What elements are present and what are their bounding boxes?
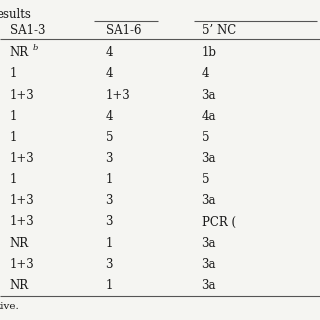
Text: 4a: 4a (202, 110, 216, 123)
Text: 3: 3 (106, 215, 113, 228)
Text: SA1-6: SA1-6 (106, 24, 141, 37)
Text: NR: NR (10, 236, 29, 250)
Text: 1: 1 (10, 68, 17, 80)
Text: 1: 1 (106, 236, 113, 250)
Text: 3a: 3a (202, 279, 216, 292)
Text: NR: NR (10, 279, 29, 292)
Text: 3a: 3a (202, 236, 216, 250)
Text: 1: 1 (106, 279, 113, 292)
Text: 1: 1 (10, 173, 17, 186)
Text: 4: 4 (106, 68, 113, 80)
Text: b: b (33, 44, 38, 52)
Text: 1+3: 1+3 (10, 258, 34, 271)
Text: 3: 3 (106, 194, 113, 207)
Text: 3a: 3a (202, 194, 216, 207)
Text: 4: 4 (202, 68, 209, 80)
Text: 5’ NC: 5’ NC (202, 24, 236, 37)
Text: 3: 3 (106, 258, 113, 271)
Text: 5: 5 (202, 173, 209, 186)
Text: PCR (: PCR ( (202, 215, 236, 228)
Text: 5: 5 (106, 131, 113, 144)
Text: 1+3: 1+3 (10, 194, 34, 207)
Text: NR: NR (10, 46, 29, 59)
Text: 3: 3 (106, 152, 113, 165)
Text: 4: 4 (106, 110, 113, 123)
Text: 3a: 3a (202, 89, 216, 102)
Text: 1+3: 1+3 (106, 89, 130, 102)
Text: 5: 5 (202, 131, 209, 144)
Text: 1+3: 1+3 (10, 152, 34, 165)
Text: esults: esults (0, 8, 32, 21)
Text: 3a: 3a (202, 152, 216, 165)
Text: 1+3: 1+3 (10, 215, 34, 228)
Text: 3a: 3a (202, 258, 216, 271)
Text: tive.: tive. (0, 302, 20, 311)
Text: SA1-3: SA1-3 (10, 24, 45, 37)
Text: 1+3: 1+3 (10, 89, 34, 102)
Text: 1: 1 (10, 110, 17, 123)
Text: 1: 1 (10, 131, 17, 144)
Text: 1b: 1b (202, 46, 217, 59)
Text: 1: 1 (106, 173, 113, 186)
Text: 4: 4 (106, 46, 113, 59)
